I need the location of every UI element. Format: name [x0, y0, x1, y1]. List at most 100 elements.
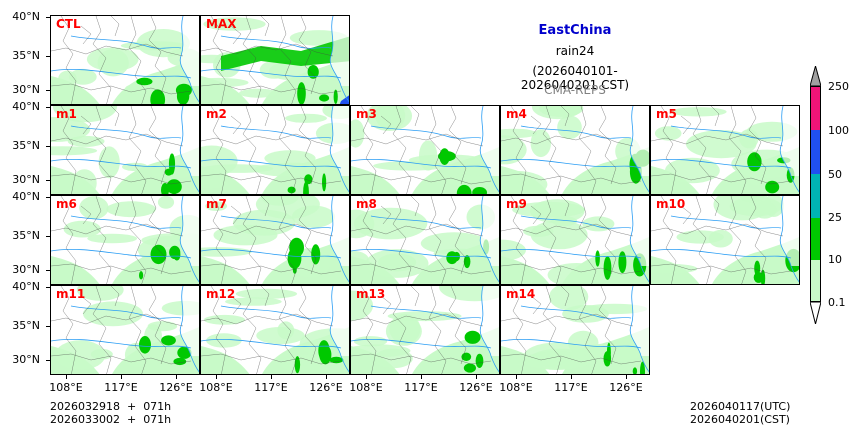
lat-label-row1-1: 35°N	[12, 139, 40, 152]
lat-label-row0-1: 35°N	[12, 49, 40, 62]
map-panel-m4: m4	[500, 105, 650, 195]
lon-tick	[121, 375, 122, 379]
lon-tick	[66, 375, 67, 379]
lon-label-col2-2: 126°E	[459, 381, 493, 394]
map-panel-m8: m8	[350, 195, 500, 285]
map-panel-m3: m3	[350, 105, 500, 195]
period-title: (2026040101-2026040201 CST)	[520, 64, 630, 92]
panel-label: m10	[656, 197, 686, 211]
lon-label-col1-0: 108°E	[199, 381, 233, 394]
colorbar-label-0.1: 0.1	[828, 296, 846, 309]
model-title: CMA-REPS	[544, 83, 606, 97]
lat-label-row3-0: 40°N	[12, 280, 40, 293]
variable-title: rain24	[555, 44, 595, 58]
map-panel-ctl: CTL	[50, 15, 200, 105]
panel-label: m12	[206, 287, 236, 301]
colorbar-max-extend	[810, 66, 821, 86]
panel-label: m8	[356, 197, 377, 211]
map-panel-m13: m13	[350, 285, 500, 375]
lat-label-row3-2: 30°N	[12, 353, 40, 366]
colorbar-label-50: 50	[828, 168, 842, 181]
map-panel-m2: m2	[200, 105, 350, 195]
lat-tick	[46, 236, 50, 237]
lon-tick	[516, 375, 517, 379]
map-panel-max: MAX	[200, 15, 350, 105]
valid-time-utc: 2026040117(UTC)	[690, 400, 791, 413]
map-panel-m10: m10	[650, 195, 800, 285]
lat-tick	[46, 146, 50, 147]
lat-label-row0-0: 40°N	[12, 10, 40, 23]
map-panel-m6: m6	[50, 195, 200, 285]
lon-tick	[626, 375, 627, 379]
lon-tick	[176, 375, 177, 379]
lat-tick	[46, 180, 50, 181]
lat-tick	[46, 56, 50, 57]
panel-label: m11	[56, 287, 86, 301]
lon-label-col1-1: 117°E	[254, 381, 288, 394]
valid-time-cst: 2026040201(CST)	[690, 413, 790, 426]
map-panel-m9: m9	[500, 195, 650, 285]
colorbar-label-10: 10	[828, 253, 842, 266]
lat-label-row1-2: 30°N	[12, 173, 40, 186]
lon-label-col1-2: 126°E	[309, 381, 343, 394]
panel-label: m2	[206, 107, 227, 121]
lat-tick	[46, 360, 50, 361]
lat-label-row0-2: 30°N	[12, 83, 40, 96]
map-panel-m5: m5	[650, 105, 800, 195]
lat-tick	[46, 326, 50, 327]
lon-label-col3-1: 117°E	[554, 381, 588, 394]
lat-label-row2-0: 40°N	[12, 190, 40, 203]
panel-label: m1	[56, 107, 77, 121]
colorbar-segment-10	[810, 260, 821, 302]
map-panel-m11: m11	[50, 285, 200, 375]
lat-tick	[46, 287, 50, 288]
colorbar-segment-25	[810, 218, 821, 260]
lat-label-row3-1: 35°N	[12, 319, 40, 332]
colorbar-segment-100	[810, 130, 821, 174]
lon-label-col0-2: 126°E	[159, 381, 193, 394]
map-panel-m14: m14	[500, 285, 650, 375]
lat-label-row2-2: 30°N	[12, 263, 40, 276]
panel-label: m9	[506, 197, 527, 211]
lon-label-col0-0: 108°E	[49, 381, 83, 394]
lat-tick	[46, 107, 50, 108]
map-panel-m12: m12	[200, 285, 350, 375]
panel-label: m3	[356, 107, 377, 121]
map-panel-m1: m1	[50, 105, 200, 195]
colorbar-label-250: 250	[828, 80, 849, 93]
region-title: EastChina	[538, 23, 612, 38]
init-time-utc: 2026032918 + 071h	[50, 400, 172, 413]
lat-tick	[46, 90, 50, 91]
lon-tick	[216, 375, 217, 379]
lon-tick	[326, 375, 327, 379]
lon-label-col2-0: 108°E	[349, 381, 383, 394]
lat-tick	[46, 270, 50, 271]
colorbar-label-100: 100	[828, 124, 849, 137]
colorbar-label-25: 25	[828, 211, 842, 224]
panel-label: CTL	[56, 17, 81, 31]
panel-label: m14	[506, 287, 536, 301]
lon-tick	[421, 375, 422, 379]
colorbar-segment-250	[810, 86, 821, 130]
lat-tick	[46, 197, 50, 198]
init-time-cst: 2026033002 + 071h	[50, 413, 172, 426]
panel-label: MAX	[206, 17, 237, 31]
colorbar-segment-50	[810, 174, 821, 218]
colorbar-min-extend	[810, 302, 821, 324]
lon-label-col0-1: 117°E	[104, 381, 138, 394]
panel-label: m5	[656, 107, 677, 121]
lon-label-col2-1: 117°E	[404, 381, 438, 394]
lat-label-row2-1: 35°N	[12, 229, 40, 242]
panel-label: m13	[356, 287, 386, 301]
lat-tick	[46, 17, 50, 18]
lon-tick	[476, 375, 477, 379]
lon-label-col3-2: 126°E	[609, 381, 643, 394]
panel-label: m6	[56, 197, 77, 211]
lon-tick	[271, 375, 272, 379]
map-panel-m7: m7	[200, 195, 350, 285]
lon-label-col3-0: 108°E	[499, 381, 533, 394]
lat-label-row1-0: 40°N	[12, 100, 40, 113]
panel-label: m4	[506, 107, 527, 121]
lon-tick	[366, 375, 367, 379]
panel-label: m7	[206, 197, 227, 211]
